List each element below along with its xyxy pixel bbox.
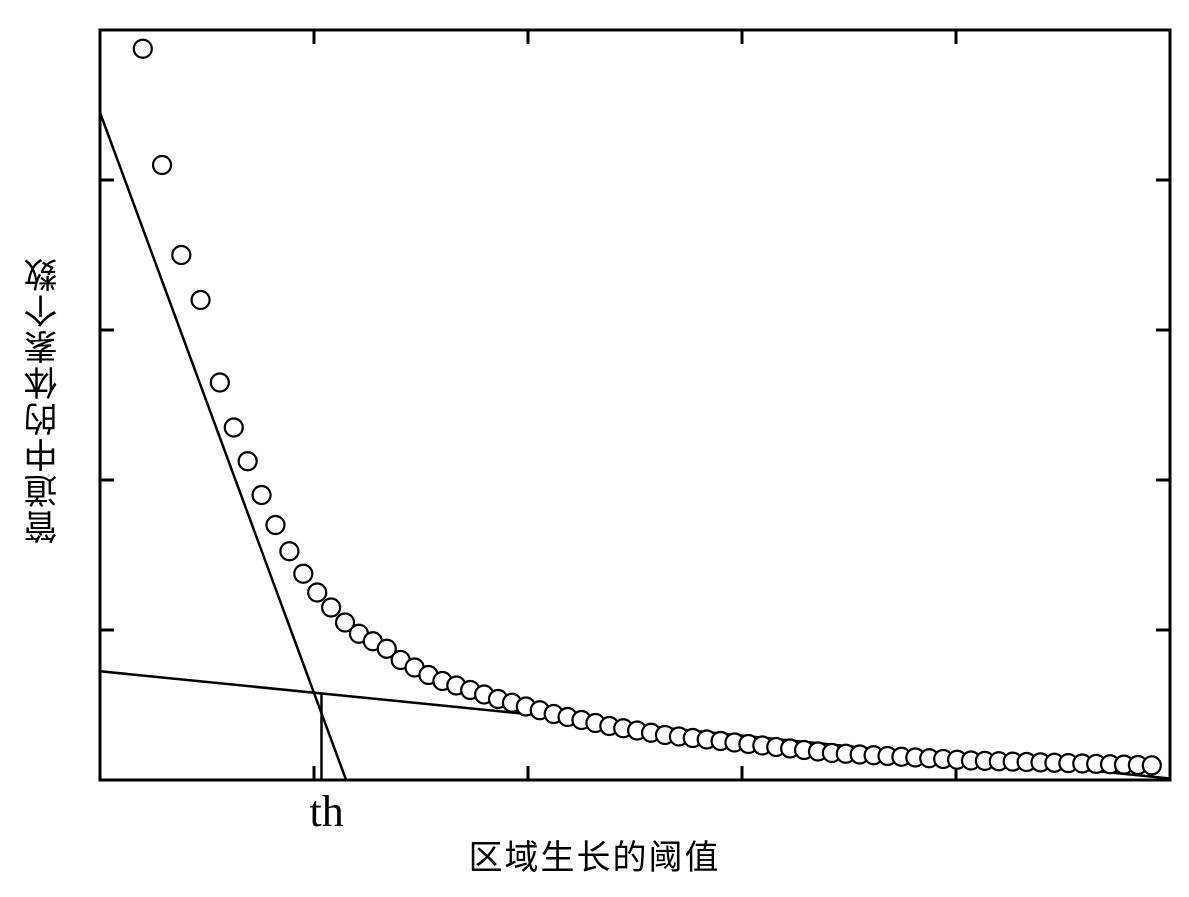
chart-svg xyxy=(0,0,1189,897)
chart-container: 管道中的体素个数 区域生长的阈值 th xyxy=(0,0,1189,897)
x-axis-label: 区域生长的阈值 xyxy=(0,830,1189,879)
th-label: th xyxy=(309,786,343,837)
y-axis-label: 管道中的体素个数 xyxy=(20,256,69,544)
